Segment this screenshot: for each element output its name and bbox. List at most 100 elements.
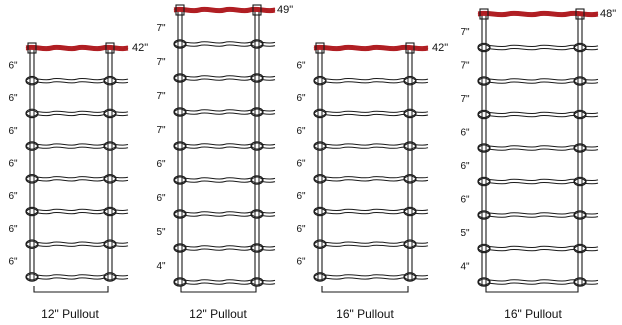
knot: [250, 176, 264, 184]
height-label: 42": [432, 42, 448, 54]
top-wire: [173, 6, 276, 10]
spacing-label: 7": [156, 91, 166, 102]
spacing-label: 6": [296, 224, 306, 235]
knot: [25, 208, 39, 215]
height-label: 49": [277, 4, 293, 16]
spacing-label: 6": [8, 93, 18, 104]
knot: [573, 111, 587, 118]
knot: [173, 40, 187, 48]
top-wire: [25, 46, 129, 50]
knot: [573, 178, 587, 185]
knot: [403, 208, 417, 215]
top-wire: [477, 12, 599, 16]
spacing-label: 6": [8, 126, 18, 137]
knot: [573, 278, 587, 286]
spacing-label: 6": [460, 194, 470, 205]
spacing-label: 6": [8, 60, 18, 71]
knot: [250, 210, 264, 218]
spacing-label: 7": [156, 57, 166, 68]
top-wire: [313, 46, 429, 50]
pullout-bracket: [33, 286, 109, 293]
knot: [27, 42, 37, 54]
knot: [477, 178, 491, 185]
knot: [250, 278, 264, 286]
spacing-label: 6": [8, 158, 18, 169]
knot: [175, 4, 185, 16]
pullout-label: 12" Pullout: [189, 307, 247, 321]
spacing-label: 6": [8, 224, 18, 235]
knot: [477, 278, 491, 286]
knot: [405, 42, 415, 54]
knot: [173, 74, 187, 82]
knot: [25, 273, 39, 281]
knot: [313, 175, 327, 183]
spacing-label: 7": [460, 94, 470, 105]
spacing-label: 6": [296, 126, 306, 137]
knot: [403, 175, 417, 183]
knot: [313, 77, 327, 85]
knot: [313, 208, 327, 215]
knot: [173, 210, 187, 218]
knot: [313, 273, 327, 281]
knot: [403, 109, 417, 117]
knot: [573, 245, 587, 252]
knot: [103, 240, 117, 248]
spacing-label: 4": [156, 261, 166, 272]
knot: [575, 8, 585, 20]
knot: [103, 109, 117, 117]
spacing-label: 6": [156, 193, 166, 204]
height-label: 48": [600, 8, 616, 20]
spacing-label: 6": [296, 93, 306, 104]
knot: [25, 240, 39, 248]
knot: [173, 244, 187, 252]
knot: [173, 108, 187, 116]
knot: [313, 142, 327, 150]
pullout-label: 16" Pullout: [504, 307, 562, 321]
knot: [477, 77, 491, 85]
top-wire: [313, 44, 429, 48]
knot: [250, 108, 264, 116]
spacing-label: 6": [296, 60, 306, 71]
knot: [250, 244, 264, 252]
knot: [173, 176, 187, 184]
knot: [173, 278, 187, 286]
height-label: 42": [132, 42, 148, 54]
spacing-label: 6": [296, 158, 306, 169]
spacing-label: 4": [460, 261, 470, 272]
knot: [403, 273, 417, 281]
top-wire: [173, 8, 276, 12]
knot: [573, 77, 587, 85]
knot: [25, 109, 39, 117]
spacing-label: 6": [8, 191, 18, 202]
knot: [403, 240, 417, 248]
knot: [573, 144, 587, 152]
spacing-label: 6": [296, 191, 306, 202]
knot: [250, 142, 264, 150]
knot: [250, 74, 264, 82]
knot: [313, 109, 327, 117]
knot: [25, 77, 39, 85]
pullout-bracket: [485, 286, 579, 293]
spacing-label: 5": [156, 227, 166, 238]
knot: [25, 175, 39, 183]
spacing-label: 7": [156, 125, 166, 136]
top-wire: [25, 44, 129, 48]
knot: [403, 142, 417, 150]
top-wire: [313, 48, 429, 52]
fence-panel-1: 42" 6" 6" 6" 6" 6" 6" 6" 12" Pullout: [8, 42, 148, 321]
spacing-label: 6": [8, 257, 18, 268]
spacing-label: 6": [460, 127, 470, 138]
knot: [105, 42, 115, 54]
knot: [250, 40, 264, 48]
knot: [315, 42, 325, 54]
spacing-label: 7": [156, 23, 166, 34]
knot: [403, 77, 417, 85]
knot: [173, 142, 187, 150]
spacing-label: 5": [460, 228, 470, 239]
knot: [477, 111, 491, 118]
fence-panel-4: 48" 7" 7" 7" 6" 6" 6" 5" 4" 16" Pullout: [460, 8, 616, 321]
spacing-label: 7": [460, 27, 470, 38]
fence-panel-3: 42" 6" 6" 6" 6" 6" 6" 6" 16" Pullout: [296, 42, 448, 321]
pullout-bracket: [180, 286, 257, 293]
knot: [573, 44, 587, 51]
